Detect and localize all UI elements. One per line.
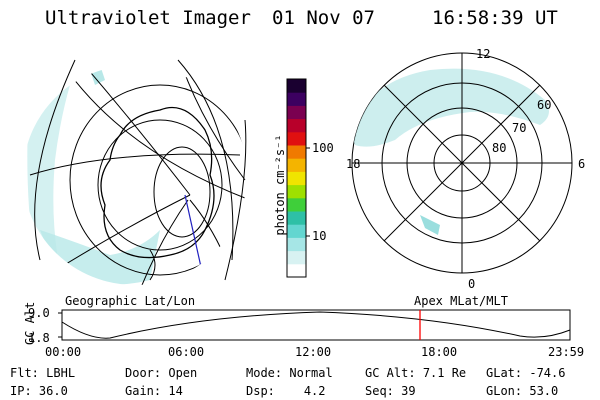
altitude-xtick: 06:00 [168,345,205,359]
geographic-label: Geographic Lat/Lon [65,294,196,308]
altitude-xtick: 00:00 [45,345,82,359]
colorbar-segment [287,184,306,199]
colorbar-segment [287,211,306,225]
apex-label: Apex MLat/MLT [414,294,508,308]
altitude-plot [58,309,571,341]
info-gain: Gain: 14 [125,384,183,398]
info-flt: Flt: LBHL [10,366,76,380]
altitude-curve [61,311,571,339]
mlt-label-12: 12 [476,47,491,61]
colorbar-tick-10: 10 [312,229,327,243]
colorbar-segment [287,171,306,186]
colorbar-segment [287,92,306,106]
time-label: 16:58:39 UT [432,7,558,29]
date-label: 01 Nov 07 [272,7,375,29]
altitude-ytick-low: 1.8 [28,331,50,345]
colorbar-segment [287,250,306,265]
mlt-label-18: 18 [346,157,361,171]
lat-label-80: 80 [492,141,507,155]
info-door: Door: Open [125,366,198,380]
lat-label-60: 60 [537,98,552,112]
colorbar-segment [287,145,306,159]
altitude-xtick: 23:59 [548,345,585,359]
polar-plot [351,52,573,274]
colorbar-segment [287,118,306,133]
colorbar-segment [287,79,306,93]
altitude-xtick: 12:00 [295,345,332,359]
info-glon: GLon: 53.0 [486,384,559,398]
colorbar-segment [287,263,306,278]
colorbar [287,79,306,278]
aurora-oval [352,68,549,147]
colorbar-unit-label: photon cm⁻²s⁻¹ [273,134,287,236]
info-dsp: Dsp: 4.2 [246,384,326,398]
aurora-patch [420,215,440,235]
colorbar-segment [287,224,306,238]
colorbar-segment [287,197,306,212]
colorbar-segment [287,105,306,120]
colorbar-tick-100: 100 [312,141,334,155]
altitude-ytick-high: 9.0 [28,306,50,320]
instrument-title: Ultraviolet Imager [45,7,251,29]
info-mode: Mode: Normal [246,366,333,380]
coastline [100,106,215,259]
info-glat: GLat: -74.6 [486,366,566,380]
aurora-region [27,85,70,270]
colorbar-segment [287,158,306,172]
info-ip: IP: 36.0 [10,384,68,398]
altitude-xtick: 18:00 [421,345,458,359]
info-seq: Seq: 39 [365,384,416,398]
lat-label-70: 70 [512,121,527,135]
colorbar-segment [287,237,306,252]
mlt-label-6: 6 [578,157,586,171]
colorbar-segment [287,131,306,146]
info-gc-alt: GC Alt: 7.1 Re [365,366,467,380]
mlt-label-0: 0 [468,277,476,291]
geographic-map [23,59,247,285]
